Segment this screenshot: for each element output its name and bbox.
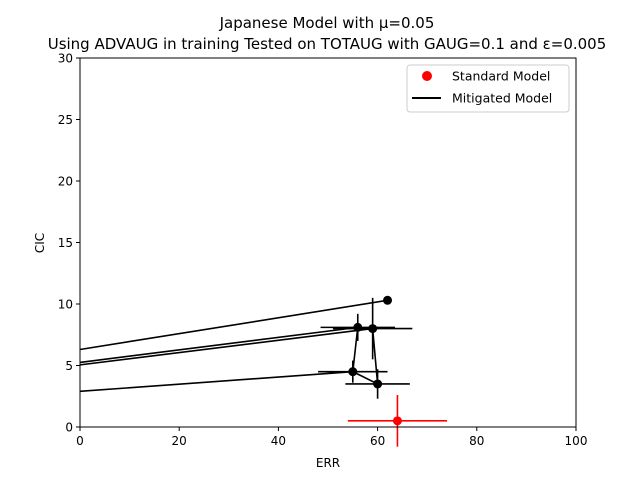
y-tick-label: 0 — [65, 421, 73, 435]
mitigated-point — [353, 322, 363, 332]
legend-frame — [406, 64, 570, 113]
y-tick-label: 15 — [58, 236, 73, 250]
chart-title-line1: Japanese Model with μ=0.05 — [219, 14, 435, 32]
x-tick-label: 20 — [172, 434, 187, 448]
y-axis-label: CIC — [33, 233, 47, 253]
mitigated-point — [373, 379, 383, 389]
x-tick-label: 100 — [565, 434, 588, 448]
chart-title-line2: Using ADVAUG in training Tested on TOTAU… — [48, 35, 607, 53]
y-axis: 0 5 10 15 20 25 30 — [58, 52, 80, 435]
mitigated-point — [383, 295, 393, 305]
mitigated-point — [368, 324, 378, 334]
x-tick-label: 60 — [370, 434, 385, 448]
y-tick-label: 20 — [58, 175, 73, 189]
legend-marker-standard — [422, 71, 432, 81]
y-tick-label: 5 — [65, 359, 73, 373]
mitigated-point — [348, 367, 358, 377]
mitigated-line — [79, 370, 353, 393]
standard-point — [392, 416, 402, 426]
x-tick-label: 80 — [469, 434, 484, 448]
x-tick-label: 0 — [76, 434, 84, 448]
x-axis: 0 20 40 60 80 100 — [76, 427, 587, 448]
mitigated-line — [79, 327, 373, 366]
y-tick-label: 30 — [58, 52, 73, 66]
mitigated-line — [79, 326, 358, 364]
x-axis-label: ERR — [316, 456, 340, 470]
mitigated-line — [79, 299, 388, 351]
x-tick-label: 40 — [271, 434, 286, 448]
y-tick-label: 10 — [58, 298, 73, 312]
legend: Standard Model Mitigated Model — [406, 64, 570, 113]
plot-area — [79, 295, 448, 447]
legend-label-standard: Standard Model — [452, 69, 550, 84]
y-tick-label: 25 — [58, 113, 73, 127]
legend-label-mitigated: Mitigated Model — [452, 91, 552, 106]
